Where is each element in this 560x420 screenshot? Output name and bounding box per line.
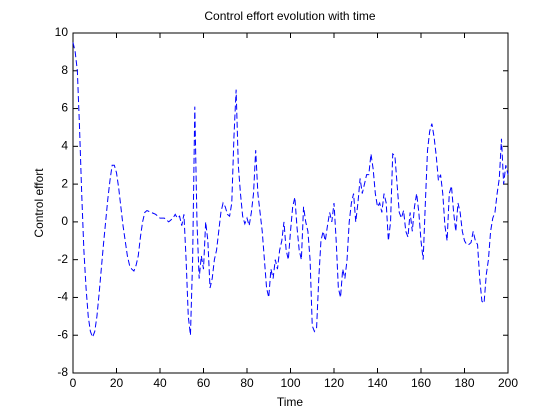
- x-tick-label: 100: [280, 376, 300, 390]
- y-tick-label: 2: [61, 176, 68, 190]
- y-tick-label: -6: [57, 327, 68, 341]
- x-tick-label: 60: [197, 376, 211, 390]
- axes-box: [72, 32, 509, 374]
- x-axis-label: Time: [277, 395, 304, 409]
- y-tick-label: 10: [55, 25, 69, 39]
- x-tick-label: 20: [110, 376, 124, 390]
- x-tick-label: 0: [70, 376, 77, 390]
- x-tick-label: 140: [367, 376, 387, 390]
- data-line: [72, 42, 509, 339]
- y-tick-label: 0: [61, 214, 68, 228]
- x-tick-label: 120: [324, 376, 344, 390]
- x-tick-label: 180: [454, 376, 474, 390]
- x-tick-label: 160: [411, 376, 431, 390]
- y-tick-label: 8: [61, 63, 68, 77]
- y-axis-label: Control effort: [32, 168, 46, 238]
- x-tick-label: 40: [153, 376, 167, 390]
- y-tick-label: 6: [61, 101, 68, 115]
- chart-title: Control effort evolution with time: [204, 9, 376, 23]
- y-tick-label: -4: [57, 290, 68, 304]
- y-tick-label: -8: [57, 365, 68, 379]
- x-tick-label: 200: [498, 376, 518, 390]
- y-tick-label: -2: [57, 252, 68, 266]
- y-tick-label: 4: [61, 139, 68, 153]
- x-tick-label: 80: [240, 376, 254, 390]
